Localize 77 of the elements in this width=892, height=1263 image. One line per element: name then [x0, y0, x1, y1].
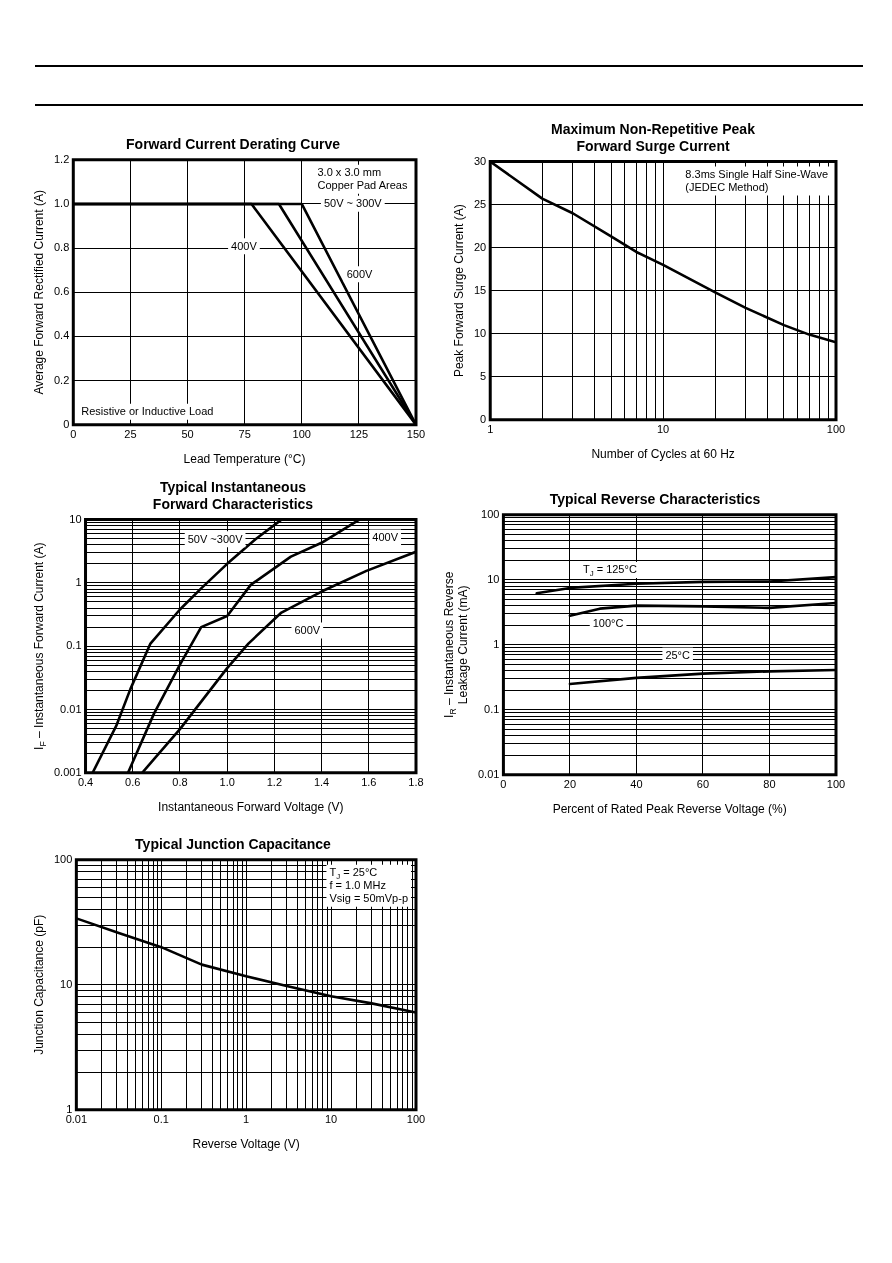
- x-axis-title: Percent of Rated Peak Reverse Voltage (%): [552, 802, 787, 817]
- y-axis-title: IF – Instantaneous Forward Current (A): [32, 542, 48, 750]
- x-tick-label: 1.4: [313, 776, 330, 789]
- x-tick-label: 10: [324, 1113, 338, 1126]
- y-tick-label: 0: [480, 412, 487, 425]
- x-tick-label: 1.0: [219, 776, 235, 789]
- y-tick-label: 5: [480, 369, 487, 382]
- y-tick-label: 0.4: [53, 329, 70, 342]
- x-tick-label: 0.4: [77, 776, 94, 789]
- x-tick-label: 75: [238, 428, 251, 441]
- y-axis-title: Peak Forward Surge Current (A): [452, 204, 467, 378]
- annotation: 50V ~ 300V: [323, 197, 383, 210]
- chart-title: Typical Reverse Characteristics: [549, 491, 761, 508]
- x-tick-label: 25: [124, 428, 137, 441]
- x-tick-label: 40: [630, 778, 643, 791]
- y-tick-label: 10: [60, 977, 73, 990]
- x-tick-label: 100: [406, 1113, 426, 1126]
- annotation: 50V ~300V: [187, 532, 244, 545]
- x-tick-label: 100: [292, 428, 311, 441]
- annotation: 8.3ms Single Half Sine-Wave (JEDEC Method): [685, 168, 829, 194]
- annotation: 600V: [346, 267, 374, 280]
- y-tick-label: 0.01: [60, 702, 82, 715]
- y-tick-label: 1.2: [53, 152, 70, 165]
- y-tick-label: 0.01: [477, 767, 500, 780]
- y-tick-label: 10: [487, 572, 500, 585]
- annotation: Resistive or Inductive Load: [81, 405, 214, 418]
- x-tick-label: 0.1: [153, 1113, 169, 1126]
- y-axis-title: IR – Instantaneous Reverse Leakage Current (mA): [442, 571, 471, 718]
- y-tick-label: 15: [473, 283, 487, 296]
- y-axis-title: Average Forward Rectified Current (A): [32, 190, 47, 395]
- x-tick-label: 125: [349, 428, 369, 441]
- y-tick-label: 1: [75, 575, 82, 588]
- y-tick-label: 100: [53, 852, 73, 865]
- x-tick-label: 0.6: [125, 776, 141, 789]
- chart-title: Maximum Non-Repetitive Peak Forward Surge Current: [551, 121, 756, 155]
- annotation: 400V: [372, 531, 399, 544]
- x-axis-title: Lead Temperature (°C): [183, 452, 306, 467]
- x-tick-label: 1.2: [266, 776, 283, 789]
- x-tick-label: 0.8: [172, 776, 188, 789]
- annotation: 25°C: [665, 649, 691, 662]
- y-tick-label: 1: [66, 1102, 73, 1115]
- chart-title: Forward Current Derating Curve: [126, 136, 341, 153]
- y-tick-label: 0.6: [53, 285, 70, 298]
- x-tick-label: 10: [656, 423, 670, 436]
- annotation: 100°C: [592, 617, 624, 630]
- chart-title: Typical Instantaneous Forward Characteristics: [152, 479, 314, 513]
- y-tick-label: 10: [69, 512, 82, 525]
- x-tick-label: 60: [696, 778, 710, 791]
- annotation: 400V: [231, 239, 258, 252]
- y-tick-label: 0.1: [66, 639, 82, 652]
- y-tick-label: 10: [473, 326, 487, 339]
- x-axis-title: Reverse Voltage (V): [192, 1137, 300, 1152]
- x-tick-label: 50: [181, 428, 194, 441]
- y-tick-label: 0.8: [53, 241, 70, 254]
- y-tick-label: 100: [481, 507, 500, 520]
- y-tick-label: 0.001: [54, 765, 82, 778]
- y-tick-label: 20: [473, 240, 487, 253]
- y-tick-label: 1: [493, 637, 500, 650]
- x-tick-label: 1.8: [408, 776, 424, 789]
- x-axis-title: Number of Cycles at 60 Hz: [591, 447, 735, 462]
- x-axis-title: Instantaneous Forward Voltage (V): [158, 800, 344, 815]
- y-tick-label: 0.2: [53, 373, 70, 386]
- x-tick-label: 100: [826, 423, 846, 436]
- x-tick-label: 20: [563, 778, 577, 791]
- x-tick-label: 1.6: [361, 776, 377, 789]
- x-tick-label: 1: [243, 1113, 250, 1126]
- annotation: 600V: [294, 624, 321, 637]
- x-tick-label: 100: [826, 778, 846, 791]
- y-tick-label: 25: [473, 197, 487, 210]
- annotation: 3.0 x 3.0 mm Copper Pad Areas: [317, 166, 408, 192]
- x-tick-label: 80: [763, 778, 776, 791]
- y-tick-label: 0.1: [484, 702, 500, 715]
- y-tick-label: 30: [473, 154, 487, 167]
- y-tick-label: 1.0: [53, 197, 70, 209]
- y-axis-title: Junction Capacitance (pF): [32, 914, 47, 1055]
- chart-title: Typical Junction Capacitance: [135, 836, 332, 853]
- x-tick-label: 150: [406, 428, 426, 441]
